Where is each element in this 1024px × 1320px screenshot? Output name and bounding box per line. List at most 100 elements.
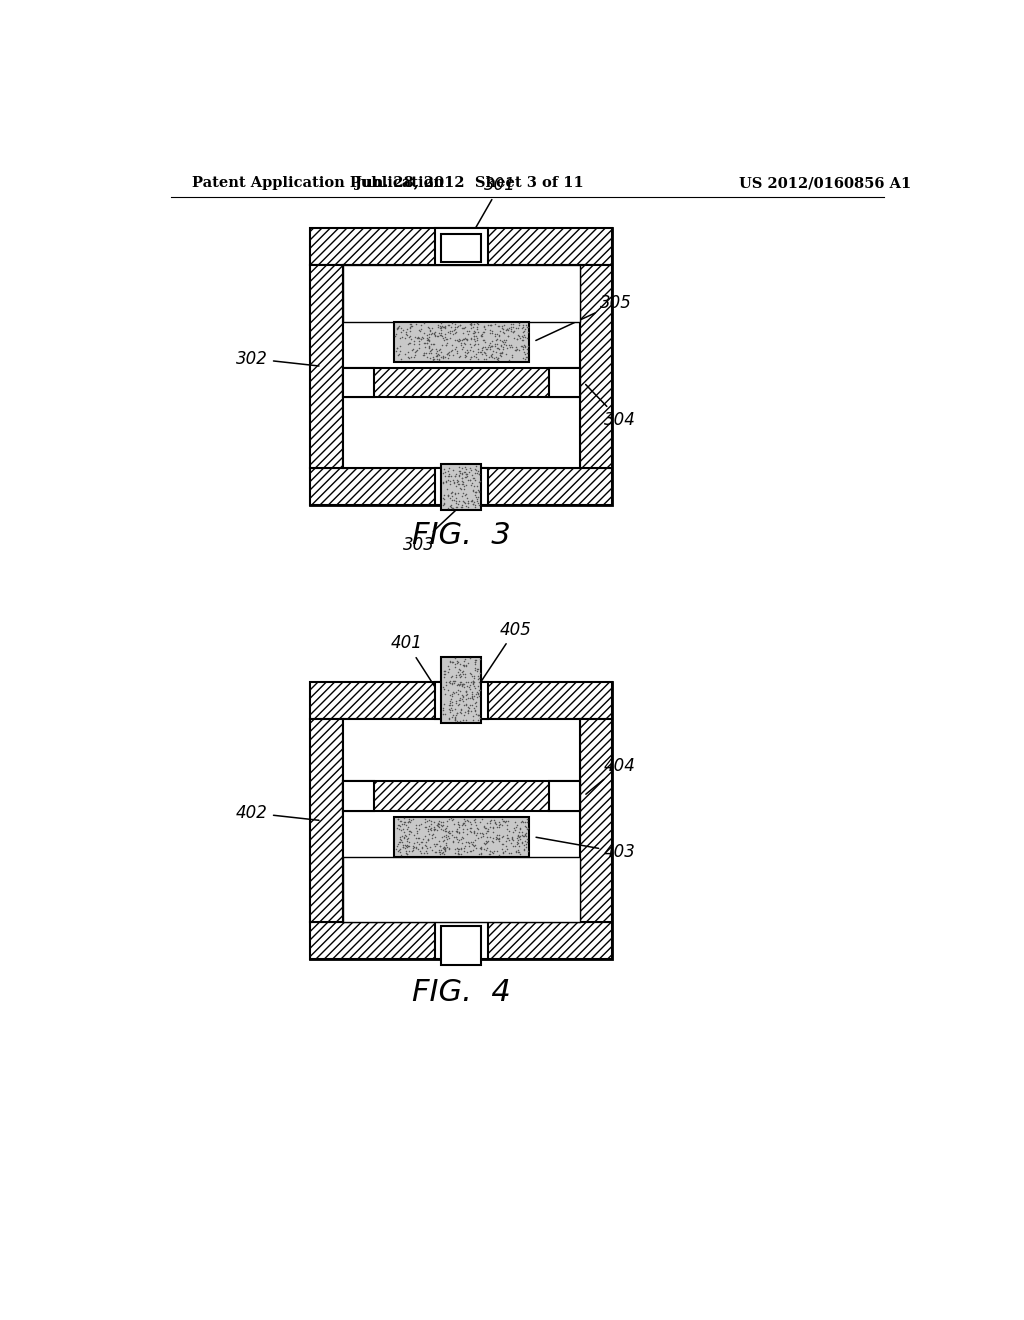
Point <box>444 339 461 360</box>
Point <box>470 676 486 697</box>
Point <box>432 836 449 857</box>
Point <box>440 498 457 519</box>
Point <box>514 317 530 338</box>
Point <box>456 651 472 672</box>
Point <box>444 686 461 708</box>
Point <box>463 313 479 334</box>
Point <box>447 314 464 335</box>
Point <box>399 817 416 838</box>
Point <box>429 820 445 841</box>
Bar <box>343 368 374 397</box>
Bar <box>549 781 580 810</box>
Point <box>430 325 446 346</box>
Point <box>433 315 450 337</box>
Point <box>408 837 424 858</box>
Point <box>462 470 478 491</box>
Point <box>470 665 486 686</box>
Point <box>486 314 503 335</box>
Point <box>460 492 476 513</box>
Point <box>457 492 473 513</box>
Point <box>451 814 467 836</box>
Point <box>466 671 482 692</box>
Point <box>427 325 443 346</box>
Point <box>404 809 421 830</box>
Point <box>494 809 510 830</box>
Point <box>467 463 483 484</box>
Point <box>507 812 523 833</box>
Point <box>492 812 508 833</box>
Point <box>458 684 474 705</box>
Point <box>498 830 514 851</box>
Point <box>415 345 431 366</box>
Point <box>402 315 419 337</box>
Point <box>420 818 436 840</box>
Point <box>446 672 463 693</box>
Point <box>422 836 438 857</box>
Point <box>462 694 478 715</box>
Point <box>455 689 471 710</box>
Point <box>421 818 437 840</box>
Point <box>437 818 454 840</box>
Point <box>488 817 505 838</box>
Point <box>451 490 467 511</box>
Point <box>455 673 471 694</box>
Point <box>442 652 459 673</box>
Point <box>472 648 488 669</box>
Point <box>495 331 511 352</box>
Point <box>487 812 504 833</box>
Point <box>428 346 444 367</box>
Point <box>432 347 449 368</box>
Point <box>447 710 464 731</box>
Point <box>516 348 532 370</box>
Point <box>449 675 465 696</box>
Point <box>444 665 461 686</box>
Point <box>461 836 477 857</box>
Point <box>429 812 445 833</box>
Point <box>442 685 459 706</box>
Point <box>509 339 525 360</box>
Point <box>455 685 471 706</box>
Point <box>434 473 451 494</box>
Point <box>447 329 464 350</box>
Point <box>464 705 480 726</box>
Point <box>454 700 470 721</box>
Point <box>443 498 460 519</box>
Point <box>446 317 463 338</box>
Point <box>462 348 478 370</box>
Point <box>438 471 455 492</box>
Point <box>465 672 481 693</box>
Point <box>440 822 457 843</box>
Point <box>482 314 499 335</box>
Point <box>407 334 423 355</box>
Point <box>485 817 502 838</box>
Point <box>439 321 456 342</box>
Point <box>454 833 470 854</box>
Point <box>518 817 535 838</box>
Point <box>484 341 501 362</box>
Point <box>434 471 451 492</box>
Point <box>495 338 511 359</box>
Point <box>501 842 517 863</box>
Point <box>470 668 486 689</box>
Point <box>435 494 452 515</box>
Point <box>510 821 526 842</box>
Point <box>455 482 471 503</box>
Point <box>463 346 479 367</box>
Point <box>419 838 435 859</box>
Point <box>412 840 428 861</box>
Point <box>446 842 463 863</box>
Point <box>467 700 483 721</box>
Point <box>455 675 471 696</box>
Point <box>480 346 497 367</box>
Point <box>472 325 488 346</box>
Point <box>470 684 486 705</box>
Point <box>516 337 532 358</box>
Point <box>447 490 464 511</box>
Point <box>462 333 478 354</box>
Point <box>459 463 475 484</box>
Point <box>456 837 472 858</box>
Point <box>436 838 453 859</box>
Point <box>387 838 403 859</box>
Point <box>463 817 479 838</box>
Point <box>505 321 521 342</box>
